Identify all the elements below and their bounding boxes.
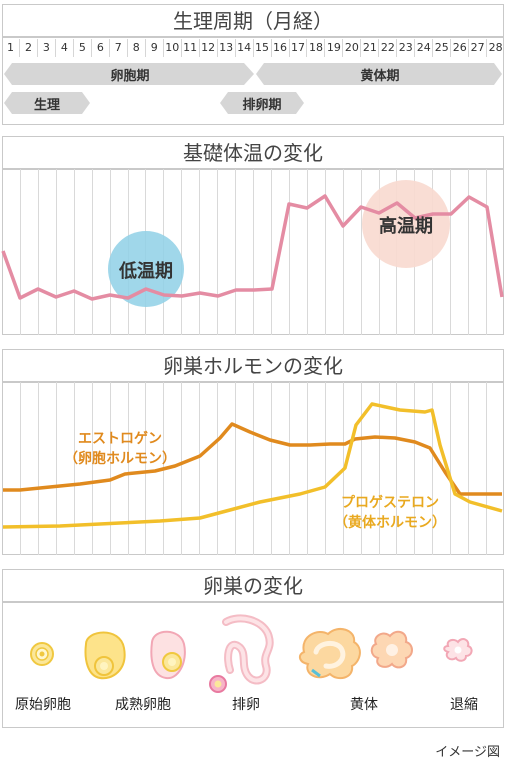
day-number: 15 [254, 39, 272, 57]
day-number: 23 [397, 39, 416, 57]
day-number: 3 [38, 39, 56, 57]
ovulation-phase-label: 排卵期 [242, 98, 282, 113]
progesterone-label-line2: （黄体ホルモン） [334, 515, 446, 531]
corpus-luteum-icon [298, 627, 361, 680]
estrogen-line [3, 422, 502, 496]
day-number: 13 [218, 39, 236, 57]
luteal-phase-label: 黄体期 [360, 69, 400, 84]
day-number: 20 [343, 39, 362, 57]
ovary-illustrations [30, 614, 473, 693]
cycle-arrows [4, 63, 502, 114]
day-number: 17 [290, 39, 308, 57]
stage-label-ovulation: 排卵 [232, 697, 260, 713]
temperature-chart [1, 180, 504, 307]
day-number: 22 [379, 39, 398, 57]
day-number: 16 [272, 39, 290, 57]
day-number: 4 [56, 39, 74, 57]
ovulating-follicle-icon [150, 630, 186, 680]
day-number: 6 [92, 39, 110, 57]
day-number: 12 [200, 39, 218, 57]
follicular-phase-label: 卵胞期 [110, 69, 150, 84]
temperature-title: 基礎体温の変化 [2, 136, 504, 169]
stage-label-mature: 成熟卵胞 [115, 697, 171, 713]
stage-label-primordial: 原始卵胞 [15, 697, 71, 713]
day-number: 19 [325, 39, 344, 57]
luteal-phase-arrow [256, 63, 502, 85]
menstruation-label: 生理 [33, 98, 60, 113]
menstruation-arrow [4, 92, 90, 114]
day-number: 26 [451, 39, 470, 57]
stage-label-corpus-luteum: 黄体 [350, 697, 378, 713]
day-number: 21 [361, 39, 380, 57]
cycle-title: 生理周期（月経） [2, 4, 504, 37]
progesterone-line [2, 402, 503, 529]
ovulation-icon [209, 614, 274, 693]
day-number: 14 [236, 39, 254, 57]
day-number: 5 [74, 39, 92, 57]
regressed-body-icon [443, 638, 473, 662]
day-number: 9 [146, 39, 164, 57]
hormone-title: 卵巣ホルモンの変化 [2, 349, 504, 382]
day-number: 10 [164, 39, 182, 57]
temperature-line [1, 194, 504, 301]
low-phase-label: 低温期 [119, 261, 173, 282]
low-phase-bubble [108, 231, 184, 307]
follicular-phase-arrow [4, 63, 254, 85]
ovary-title: 卵巣の変化 [2, 569, 504, 602]
mature-follicle-icon [84, 631, 126, 680]
day-number: 11 [182, 39, 200, 57]
estrogen-label-line2: （卵胞ホルモン） [64, 451, 176, 467]
day-number-row: 1 2 3 4 5 6 7 8 9 10 11 12 13 14 15 16 17 18 19 20 21 22 23 24 2… [2, 39, 504, 57]
high-phase-bubble [362, 180, 450, 268]
hormone-chart [2, 402, 503, 529]
estrogen-label-line1: エストロゲン [78, 431, 162, 447]
day-number: 24 [415, 39, 434, 57]
image-caption: イメージ図 [435, 745, 500, 760]
progesterone-label-line1: プロゲステロン [341, 495, 439, 511]
day-number: 8 [128, 39, 146, 57]
ovulation-phase-arrow [220, 92, 304, 114]
day-number: 28 [488, 41, 503, 54]
day-number: 27 [469, 39, 488, 57]
high-phase-label: 高温期 [379, 216, 433, 237]
primordial-follicle-icon [30, 642, 54, 666]
day-number: 7 [110, 39, 128, 57]
stage-label-regression: 退縮 [450, 697, 478, 713]
day-number: 2 [20, 39, 38, 57]
regressing-corpus-luteum-icon [370, 630, 413, 669]
day-number: 18 [307, 39, 326, 57]
day-number: 1 [2, 39, 20, 57]
day-number: 25 [433, 39, 452, 57]
